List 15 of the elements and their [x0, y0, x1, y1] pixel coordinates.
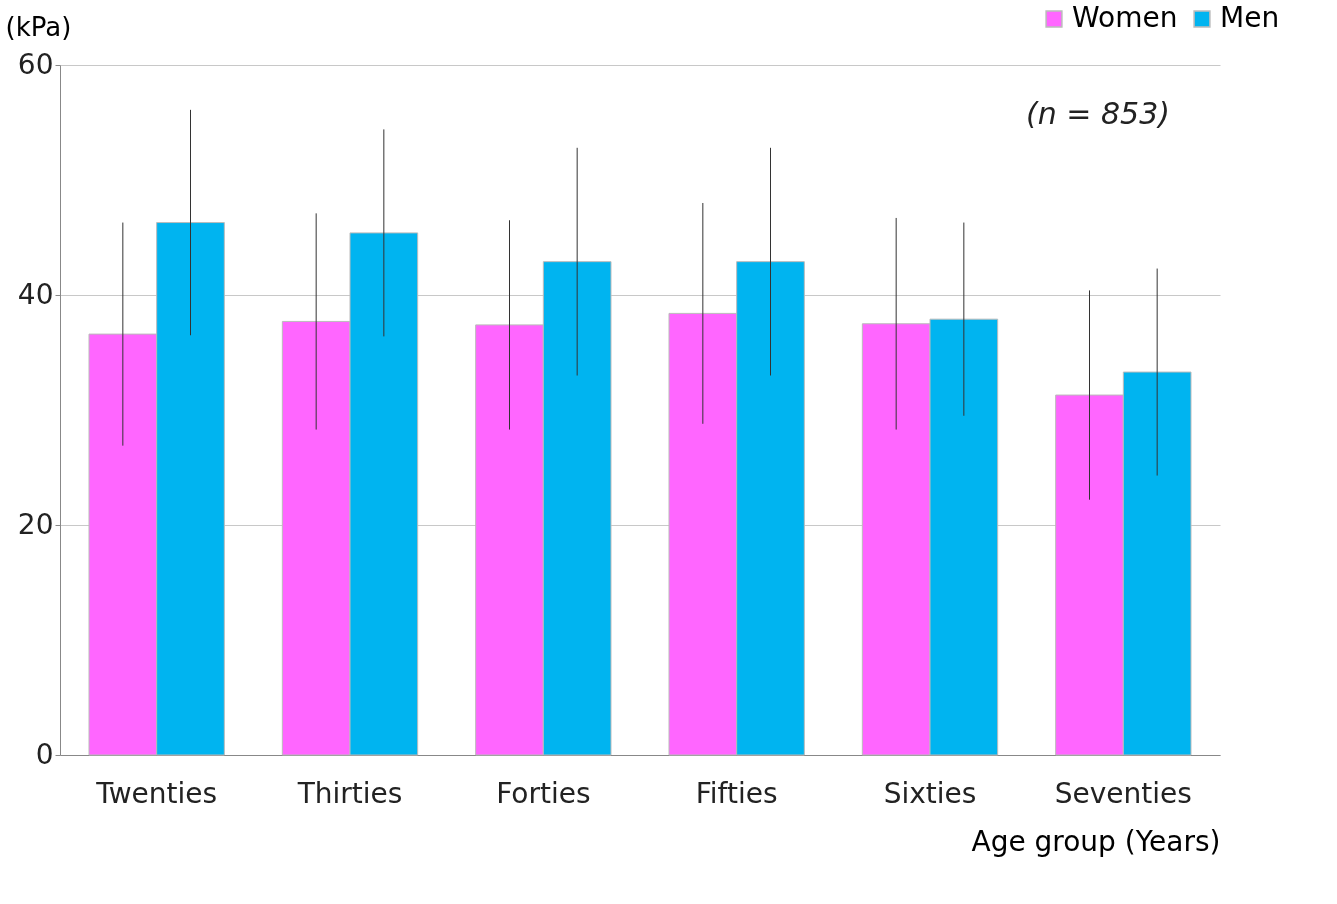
annotation: (n = 853)	[1026, 96, 1170, 131]
legend-label: Women	[1072, 1, 1178, 34]
legend-label: Men	[1220, 1, 1280, 34]
x-tick-label: Fifties	[695, 776, 778, 810]
x-tick-label: Sixties	[883, 776, 977, 810]
y-tick-label: 0	[35, 737, 54, 771]
y-tick-label: 60	[17, 47, 54, 81]
x-tick-label: Twenties	[95, 776, 218, 810]
y-tick-label: 20	[17, 507, 54, 541]
y-axis-title: (kPa)	[5, 11, 72, 42]
x-tick-label: Forties	[496, 776, 591, 810]
x-tick-label: Thirties	[296, 776, 403, 810]
x-axis-title: Age group (Years)	[971, 824, 1221, 858]
x-tick-label: Seventies	[1054, 776, 1192, 810]
y-tick-label: 40	[17, 277, 54, 311]
